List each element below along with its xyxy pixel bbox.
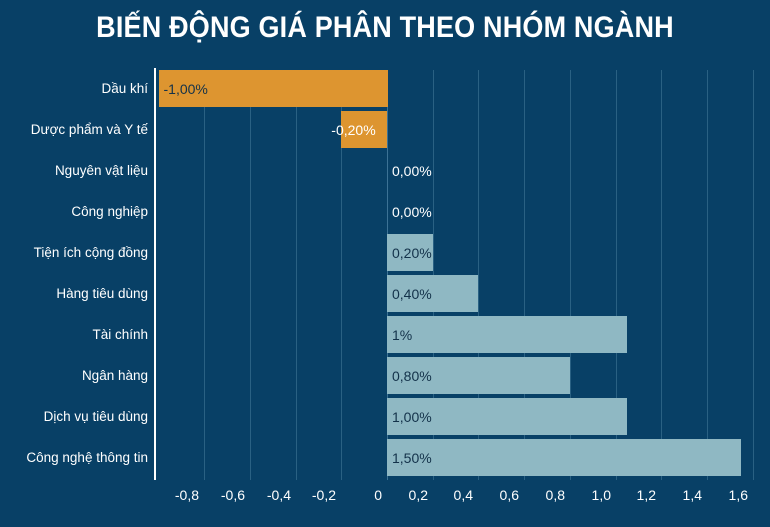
x-tick-label: -0,8 xyxy=(174,487,199,503)
gridline xyxy=(204,70,205,480)
x-tick-label: -0,6 xyxy=(220,487,245,503)
bar-row: Hàng tiêu dùng 0,40% xyxy=(0,273,770,314)
x-tick-label: 1,2 xyxy=(636,487,656,503)
gridline xyxy=(707,70,708,480)
value-label: 0,20% xyxy=(392,244,432,261)
bar-row: Dược phẩm và Y tế -0,20% xyxy=(0,109,770,150)
gridline xyxy=(661,70,662,480)
bar-row: Tài chính 1% xyxy=(0,314,770,355)
value-label: 0,40% xyxy=(392,285,432,302)
bar-positive[interactable] xyxy=(387,275,478,312)
x-tick-label: 1,0 xyxy=(591,487,611,503)
value-label: 0,00% xyxy=(392,162,432,179)
bar-positive[interactable] xyxy=(387,439,741,476)
value-label: 1,00% xyxy=(392,408,432,425)
x-tick-label: 1,4 xyxy=(682,487,702,503)
bar-positive[interactable] xyxy=(387,234,433,271)
bar-row: Tiện ích cộng đồng 0,20% xyxy=(0,232,770,273)
gridline xyxy=(616,70,617,480)
gridline xyxy=(250,70,251,480)
gridline xyxy=(524,70,525,480)
chart-title: BIẾN ĐỘNG GIÁ PHÂN THEO NHÓM NGÀNH xyxy=(96,11,674,44)
x-tick-label: -0,4 xyxy=(266,487,291,503)
gridline xyxy=(341,70,342,480)
bar-row: Ngân hàng 0,80% xyxy=(0,355,770,396)
bar-positive[interactable] xyxy=(387,398,627,435)
gridline xyxy=(478,70,479,480)
x-tick-label: 0,2 xyxy=(408,487,428,503)
bar-row: Dịch vụ tiêu dùng 1,00% xyxy=(0,396,770,437)
bar-positive[interactable] xyxy=(387,357,570,394)
x-tick-label: -0,2 xyxy=(311,487,336,503)
category-label: Nguyên vật liệu xyxy=(54,163,148,178)
bar-positive[interactable] xyxy=(387,316,627,353)
x-tick-label: 0 xyxy=(374,487,382,503)
category-label: Dịch vụ tiêu dùng xyxy=(43,409,148,424)
x-tick-label: 0,8 xyxy=(545,487,565,503)
category-label: Tiện ích cộng đồng xyxy=(33,245,148,260)
bar-row: Công nghệ thông tin 1,50% xyxy=(0,437,770,478)
category-label: Dược phẩm và Y tế xyxy=(30,122,148,137)
gridline xyxy=(753,70,754,480)
x-tick-label: 0,4 xyxy=(453,487,473,503)
bar-row: Dầu khí -1,00% xyxy=(0,68,770,109)
value-label: -0,20% xyxy=(331,121,376,138)
category-label: Công nghệ thông tin xyxy=(26,450,148,465)
category-label: Ngân hàng xyxy=(81,368,148,383)
bar-row: Công nghiệp 0,00% xyxy=(0,191,770,232)
x-axis: -0,8 -0,6 -0,4 -0,2 0 0,2 0,4 0,6 0,8 1,0 1,2 1,4 1,… xyxy=(0,482,770,512)
x-tick-label: 0,6 xyxy=(499,487,519,503)
value-label: 0,00% xyxy=(392,203,432,220)
plot-area: Dầu khí -1,00% Dược phẩm và Y tế -0,20% Nguy… xyxy=(0,62,770,482)
value-label: -1,00% xyxy=(163,80,208,97)
x-tick-label: 1,6 xyxy=(728,487,748,503)
y-axis-line xyxy=(154,68,156,480)
category-label: Tài chính xyxy=(92,327,148,342)
bar-negative[interactable] xyxy=(341,111,387,148)
value-label: 0,80% xyxy=(392,367,432,384)
bar-negative[interactable] xyxy=(159,70,388,107)
category-label: Dầu khí xyxy=(101,81,148,96)
category-label: Hàng tiêu dùng xyxy=(56,286,148,301)
category-label: Công nghiệp xyxy=(71,204,148,219)
bar-row: Nguyên vật liệu 0,00% xyxy=(0,150,770,191)
gridline xyxy=(570,70,571,480)
value-label: 1% xyxy=(392,326,413,343)
value-label: 1,50% xyxy=(392,449,432,466)
bar-rows: Dầu khí -1,00% Dược phẩm và Y tế -0,20% Nguy… xyxy=(0,68,770,480)
gridline xyxy=(296,70,297,480)
